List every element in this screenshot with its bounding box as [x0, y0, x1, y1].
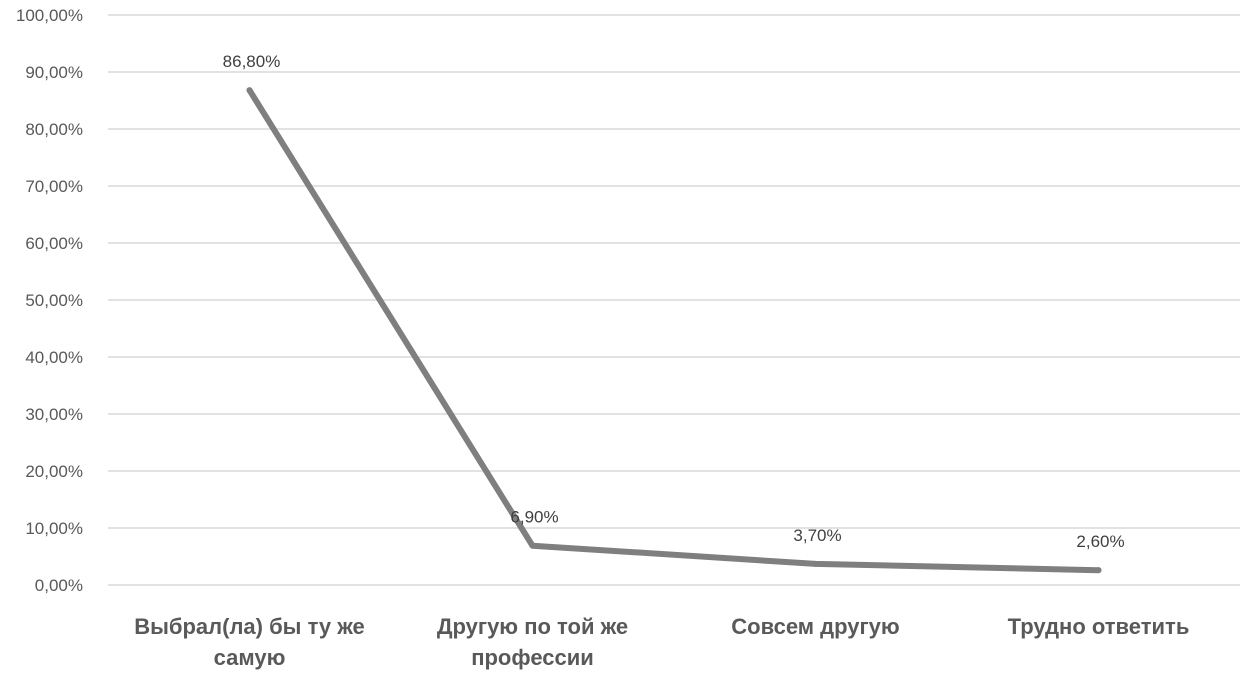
data-point — [1095, 567, 1102, 574]
y-tick-label: 60,00% — [25, 234, 83, 253]
data-point — [246, 87, 253, 94]
y-tick-label: 0,00% — [35, 576, 83, 595]
data-label: 86,80% — [223, 52, 281, 71]
y-tick-label: 20,00% — [25, 462, 83, 481]
y-tick-label: 80,00% — [25, 120, 83, 139]
y-tick-label: 100,00% — [16, 6, 83, 25]
data-point — [529, 542, 536, 549]
y-tick-label: 40,00% — [25, 348, 83, 367]
x-category-label: Совсем другую — [731, 614, 899, 639]
data-label: 3,70% — [793, 526, 841, 545]
x-category-label: Трудно ответить — [1008, 614, 1190, 639]
x-category-label: Другую по той же профессии — [437, 614, 628, 670]
x-category-label: Выбрал(ла) бы ту же самую — [134, 614, 365, 670]
y-tick-label: 90,00% — [25, 63, 83, 82]
series-line — [246, 87, 1102, 574]
y-tick-label: 30,00% — [25, 405, 83, 424]
data-label: 6,90% — [510, 508, 558, 527]
data-label: 2,60% — [1076, 532, 1124, 551]
y-tick-label: 70,00% — [25, 177, 83, 196]
y-tick-label: 50,00% — [25, 291, 83, 310]
y-tick-label: 10,00% — [25, 519, 83, 538]
data-point — [812, 560, 819, 567]
